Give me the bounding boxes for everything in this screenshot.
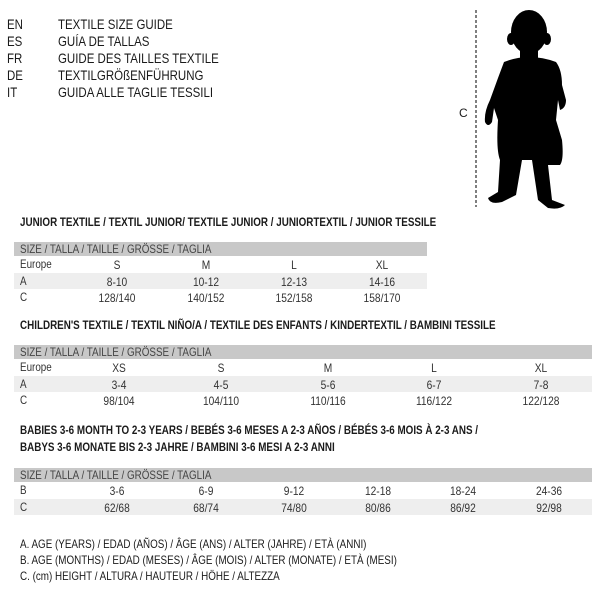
table-cell: L xyxy=(291,258,297,272)
table-row: C 128/140 140/152 152/158 158/170 xyxy=(14,289,427,306)
table-cell: S xyxy=(113,258,121,272)
table-cell: M xyxy=(201,258,211,272)
lang-title: GUIDE DES TAILLES TEXTILE xyxy=(58,50,219,66)
size-table: SIZE / TALLA / TAILLE / GRÖSSE / TAGLIA B… xyxy=(14,468,592,515)
table-cell: 6-9 xyxy=(198,484,214,498)
lang-code: ES xyxy=(7,33,23,49)
legend-item: C. (cm) HEIGHT / ALTURA / HAUTEUR / HÖHE… xyxy=(20,569,280,583)
legend-item: A. AGE (YEARS) / EDAD (AÑOS) / ÂGE (ANS)… xyxy=(20,537,367,551)
table-cell: XL xyxy=(375,258,389,272)
table-cell: 152/158 xyxy=(275,291,313,305)
table-cell: 140/152 xyxy=(187,291,225,305)
table-header: SIZE / TALLA / TAILLE / GRÖSSE / TAGLIA xyxy=(14,242,427,256)
table-cell: 128/140 xyxy=(98,291,136,305)
table-cell: 62/68 xyxy=(104,500,130,515)
table-row: B 3-6 6-9 9-12 12-18 18-24 24-36 xyxy=(14,482,592,499)
table-cell: 12-18 xyxy=(364,484,392,498)
row-label: A xyxy=(20,376,27,391)
row-label: Europe xyxy=(20,257,52,271)
table-cell: 5-6 xyxy=(320,377,336,392)
row-label: C xyxy=(20,290,28,304)
table-cell: 98/104 xyxy=(103,394,135,408)
table-header: SIZE / TALLA / TAILLE / GRÖSSE / TAGLIA xyxy=(14,468,592,482)
section-title: JUNIOR TEXTILE / TEXTIL JUNIOR/ TEXTILE … xyxy=(20,215,437,229)
table-cell: 86/92 xyxy=(450,500,476,515)
lang-title: GUIDA ALLE TAGLIE TESSILI xyxy=(58,84,214,100)
table-header: SIZE / TALLA / TAILLE / GRÖSSE / TAGLIA xyxy=(14,345,592,359)
table-row: C 62/68 68/74 74/80 80/86 86/92 92/98 xyxy=(14,498,592,515)
table-cell: L xyxy=(431,361,437,375)
table-row: C 98/104 104/110 110/116 116/122 122/128 xyxy=(14,392,592,409)
height-measure-label: C xyxy=(459,106,468,120)
table-cell: 110/116 xyxy=(310,394,346,408)
table-cell: 92/98 xyxy=(536,500,562,515)
table-cell: 74/80 xyxy=(281,500,307,515)
table-cell: 10-12 xyxy=(192,274,220,289)
table-header-label: SIZE / TALLA / TAILLE / GRÖSSE / TAGLIA xyxy=(20,345,212,359)
lang-title: TEXTILE SIZE GUIDE xyxy=(58,16,173,32)
section-title: BABIES 3-6 MONTH TO 2-3 YEARS / BEBÉS 3-… xyxy=(20,423,479,437)
row-label: A xyxy=(20,273,27,288)
table-cell: 6-7 xyxy=(426,377,442,392)
row-label: C xyxy=(20,499,28,514)
section-title: CHILDREN'S TEXTILE / TEXTIL NIÑO/A / TEX… xyxy=(20,318,496,332)
table-cell: 18-24 xyxy=(449,484,477,498)
table-cell: 122/128 xyxy=(522,394,560,408)
table-header-label: SIZE / TALLA / TAILLE / GRÖSSE / TAGLIA xyxy=(20,468,212,482)
table-cell: 8-10 xyxy=(106,274,128,289)
table-cell: 24-36 xyxy=(535,484,563,498)
lang-title: GUÍA DE TALLAS xyxy=(58,33,150,49)
section-title: BABYS 3-6 MONATE BIS 2-3 JAHRE / BAMBINI… xyxy=(20,440,335,454)
table-cell: 12-13 xyxy=(280,274,308,289)
table-cell: 4-5 xyxy=(213,377,229,392)
table-cell: XL xyxy=(534,361,548,375)
lang-code: IT xyxy=(7,84,18,100)
table-row: A 8-10 10-12 12-13 14-16 xyxy=(14,272,427,289)
lang-code: FR xyxy=(7,50,23,66)
table-cell: XS xyxy=(112,361,126,375)
table-row: A 3-4 4-5 5-6 6-7 7-8 xyxy=(14,375,592,392)
table-cell: 68/74 xyxy=(193,500,219,515)
table-cell: 3-6 xyxy=(109,484,125,498)
row-label: C xyxy=(20,393,28,407)
table-cell: 158/170 xyxy=(363,291,401,305)
table-cell: 3-4 xyxy=(111,377,127,392)
legend-item: B. AGE (MONTHS) / EDAD (MESES) / ÂGE (MO… xyxy=(20,553,397,567)
size-table: SIZE / TALLA / TAILLE / GRÖSSE / TAGLIA E… xyxy=(14,242,427,306)
table-cell: S xyxy=(217,361,225,375)
table-cell: M xyxy=(323,361,333,375)
row-label: Europe xyxy=(20,360,52,374)
baby-silhouette-icon xyxy=(475,10,566,209)
table-cell: 7-8 xyxy=(533,377,549,392)
size-table: SIZE / TALLA / TAILLE / GRÖSSE / TAGLIA E… xyxy=(14,345,592,409)
row-label: B xyxy=(20,483,27,497)
table-row: Europe S M L XL xyxy=(14,256,427,273)
lang-title: TEXTILGRÖßENFÜHRUNG xyxy=(58,67,204,83)
table-cell: 116/122 xyxy=(415,394,453,408)
table-cell: 80/86 xyxy=(365,500,391,515)
table-cell: 9-12 xyxy=(283,484,305,498)
lang-code: DE xyxy=(7,67,23,83)
table-cell: 104/110 xyxy=(202,394,240,408)
table-cell: 14-16 xyxy=(368,274,396,289)
lang-code: EN xyxy=(7,16,23,32)
table-row: Europe XS S M L XL xyxy=(14,359,592,376)
table-header-label: SIZE / TALLA / TAILLE / GRÖSSE / TAGLIA xyxy=(20,242,212,256)
